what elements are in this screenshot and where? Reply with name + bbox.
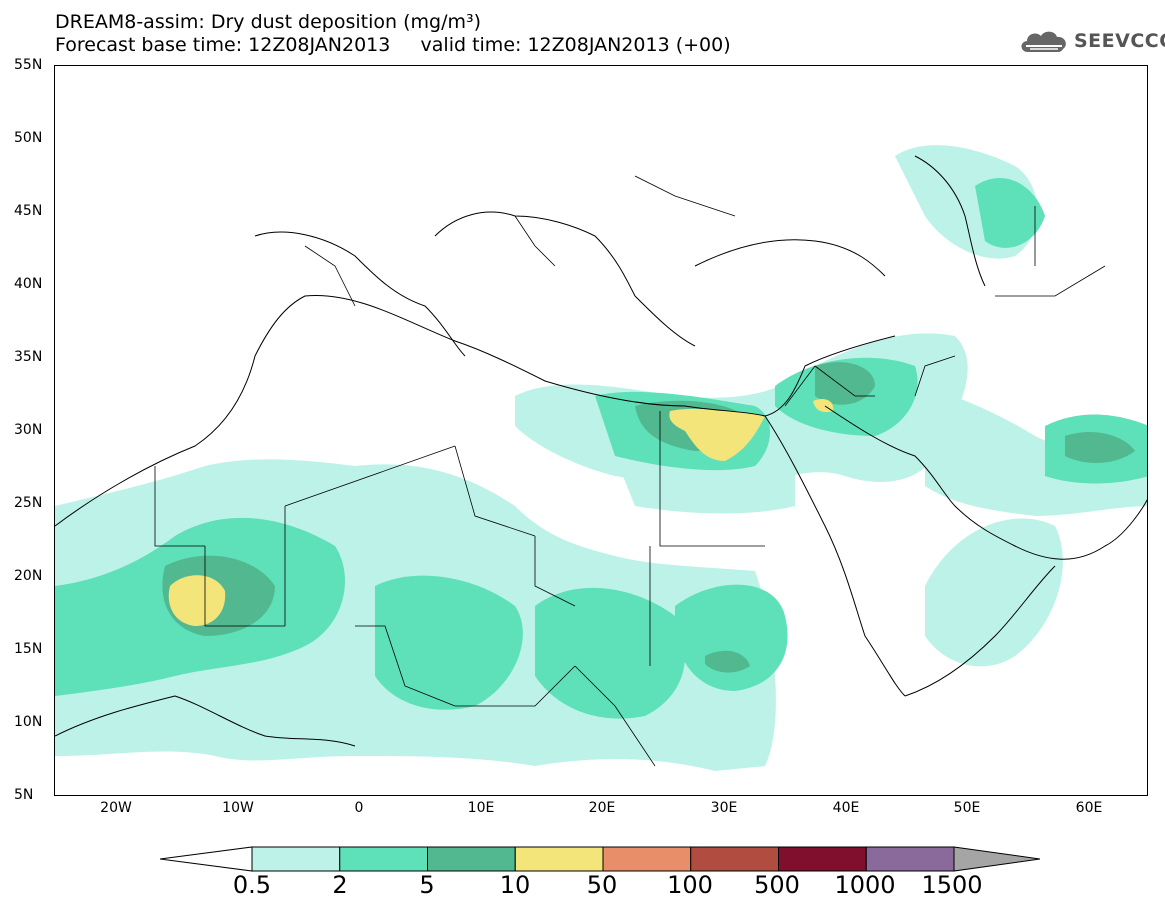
forecast-time: Forecast base time: 12Z08JAN2013 valid t…	[55, 34, 731, 56]
lat-label: 50N	[14, 130, 43, 146]
colorbar-label: 500	[754, 871, 800, 899]
map-title: DREAM8-assim: Dry dust deposition (mg/m³…	[55, 11, 482, 33]
lat-label: 10N	[14, 714, 43, 730]
colorbar-label: 5	[419, 871, 435, 899]
lat-label: 55N	[14, 57, 43, 73]
colorbar-label: 10	[499, 871, 531, 899]
lon-label: 0	[354, 800, 364, 816]
lon-label: 40E	[832, 800, 860, 816]
lon-label: 30E	[710, 800, 738, 816]
colorbar-label: 0.5	[232, 871, 272, 899]
contour-high	[168, 399, 834, 626]
colorbar-label: 100	[667, 871, 713, 899]
colorbar-swatch	[865, 846, 955, 872]
colorbar-label: 1000	[834, 871, 896, 899]
colorbar	[160, 846, 1040, 872]
colorbar-over-arrow	[953, 846, 1040, 872]
colorbar-swatch	[427, 846, 516, 872]
colorbar-swatch	[514, 846, 604, 872]
colorbar-under-arrow	[160, 846, 253, 872]
lat-label: 15N	[14, 641, 43, 657]
colorbar-label: 1500	[921, 871, 983, 899]
cloud-icon	[1021, 31, 1066, 52]
lat-label: 45N	[14, 203, 43, 219]
lon-label: 20W	[100, 800, 132, 816]
lon-label: 50E	[953, 800, 981, 816]
map-panel	[54, 65, 1148, 796]
colorbar-swatch	[602, 846, 692, 872]
lat-label: 5N	[14, 787, 34, 803]
lon-label: 10E	[467, 800, 495, 816]
colorbar-swatch	[690, 846, 779, 872]
lat-label: 20N	[14, 568, 43, 584]
colorbar-label: 2	[332, 871, 348, 899]
colorbar-label: 50	[586, 871, 618, 899]
country-borders	[154, 175, 1106, 767]
colorbar-swatch	[778, 846, 867, 872]
colorbar-swatches	[251, 846, 955, 872]
logo: SEEVCCC	[1018, 28, 1165, 54]
logo-text: SEEVCCC	[1074, 30, 1165, 52]
lat-label: 35N	[14, 349, 43, 365]
lat-label: 40N	[14, 276, 43, 292]
lon-label: 10W	[222, 800, 254, 816]
lon-label: 20E	[588, 800, 616, 816]
colorbar-swatch	[251, 846, 341, 872]
colorbar-swatch	[339, 846, 428, 872]
lon-label: 60E	[1075, 800, 1103, 816]
lat-label: 30N	[14, 422, 43, 438]
lat-label: 25N	[14, 495, 43, 511]
dust-deposition-map	[55, 145, 1147, 771]
coastlines	[55, 155, 1147, 747]
